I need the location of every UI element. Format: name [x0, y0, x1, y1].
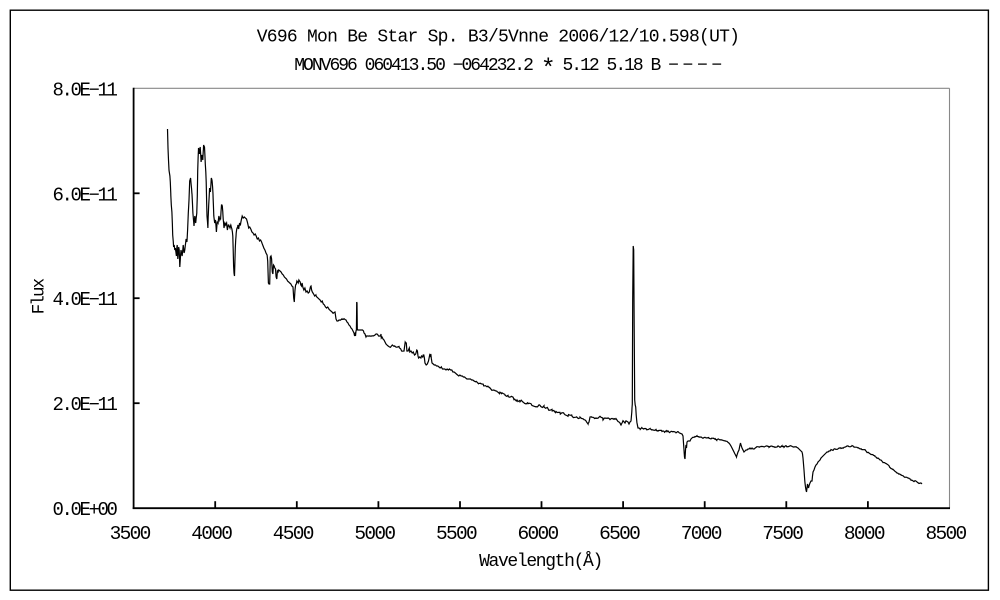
svg-text:6.0E−11: 6.0E−11: [52, 184, 117, 206]
svg-text:7500: 7500: [762, 523, 803, 545]
svg-text:4500: 4500: [273, 523, 314, 545]
svg-text:5000: 5000: [354, 523, 395, 545]
svg-text:V696 Mon Be Star Sp. B3/5Vnn: V696 Mon Be Star Sp. B3/5Vnne 2006/12/10…: [257, 28, 739, 48]
svg-text:7000: 7000: [681, 523, 722, 545]
svg-text:8500: 8500: [925, 523, 966, 545]
svg-text:3500: 3500: [110, 523, 151, 545]
svg-text:0.0E+00: 0.0E+00: [52, 499, 117, 521]
svg-text:5500: 5500: [436, 523, 477, 545]
svg-text:Wavelength(Å): Wavelength(Å): [479, 551, 602, 572]
svg-text:4.0E−11: 4.0E−11: [52, 289, 117, 311]
svg-text:4000: 4000: [191, 523, 232, 545]
svg-text:2.0E−11: 2.0E−11: [52, 394, 117, 416]
svg-text:6500: 6500: [599, 523, 640, 545]
svg-text:Flux: Flux: [30, 278, 50, 314]
svg-text:8000: 8000: [844, 523, 885, 545]
svg-text:8.0E−11: 8.0E−11: [52, 79, 117, 101]
svg-text:6000: 6000: [517, 523, 558, 545]
